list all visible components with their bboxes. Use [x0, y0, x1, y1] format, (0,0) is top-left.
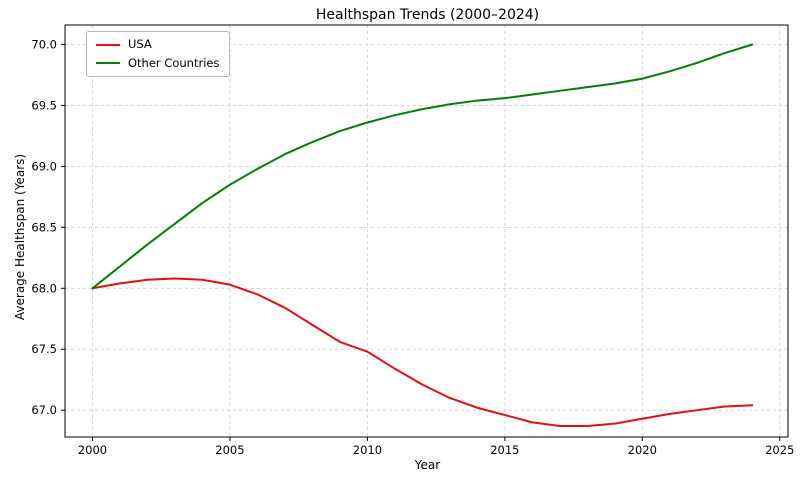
y-tick-label: 70.0 [31, 38, 57, 52]
y-tick-label: 67.0 [31, 403, 57, 417]
x-tick-label: 2020 [628, 443, 657, 457]
x-tick-label: 2015 [490, 443, 519, 457]
x-tick-label: 2005 [215, 443, 244, 457]
x-tick-label: 2010 [353, 443, 382, 457]
y-tick-label: 68.0 [31, 281, 57, 295]
series-line-0 [91, 277, 754, 428]
y-tick-label: 68.5 [31, 220, 57, 234]
chart-title: Healthspan Trends (2000–2024) [315, 7, 540, 23]
x-tick-label: 2025 [765, 443, 794, 457]
legend-item-usa: USA [96, 37, 219, 51]
usa-line-swatch [96, 43, 120, 46]
legend-item-other-countries: Other Countries [96, 55, 220, 70]
other-countries-line-swatch [96, 62, 120, 65]
y-tick-label: 69.5 [31, 98, 57, 112]
y-tick-label: 67.5 [31, 342, 57, 356]
y-axis-label: Average Healthspan (Years) [13, 153, 27, 321]
y-tick-label: 69.0 [31, 159, 57, 173]
legend-label-other-countries: Other Countries [128, 55, 220, 70]
legend-label-usa: USA [128, 37, 152, 51]
x-tick-label: 2000 [78, 443, 107, 457]
x-axis-label: Year [414, 458, 441, 472]
series-line-1 [91, 43, 754, 290]
plot-frame [64, 24, 789, 438]
legend: USA Other Countries [86, 31, 231, 77]
